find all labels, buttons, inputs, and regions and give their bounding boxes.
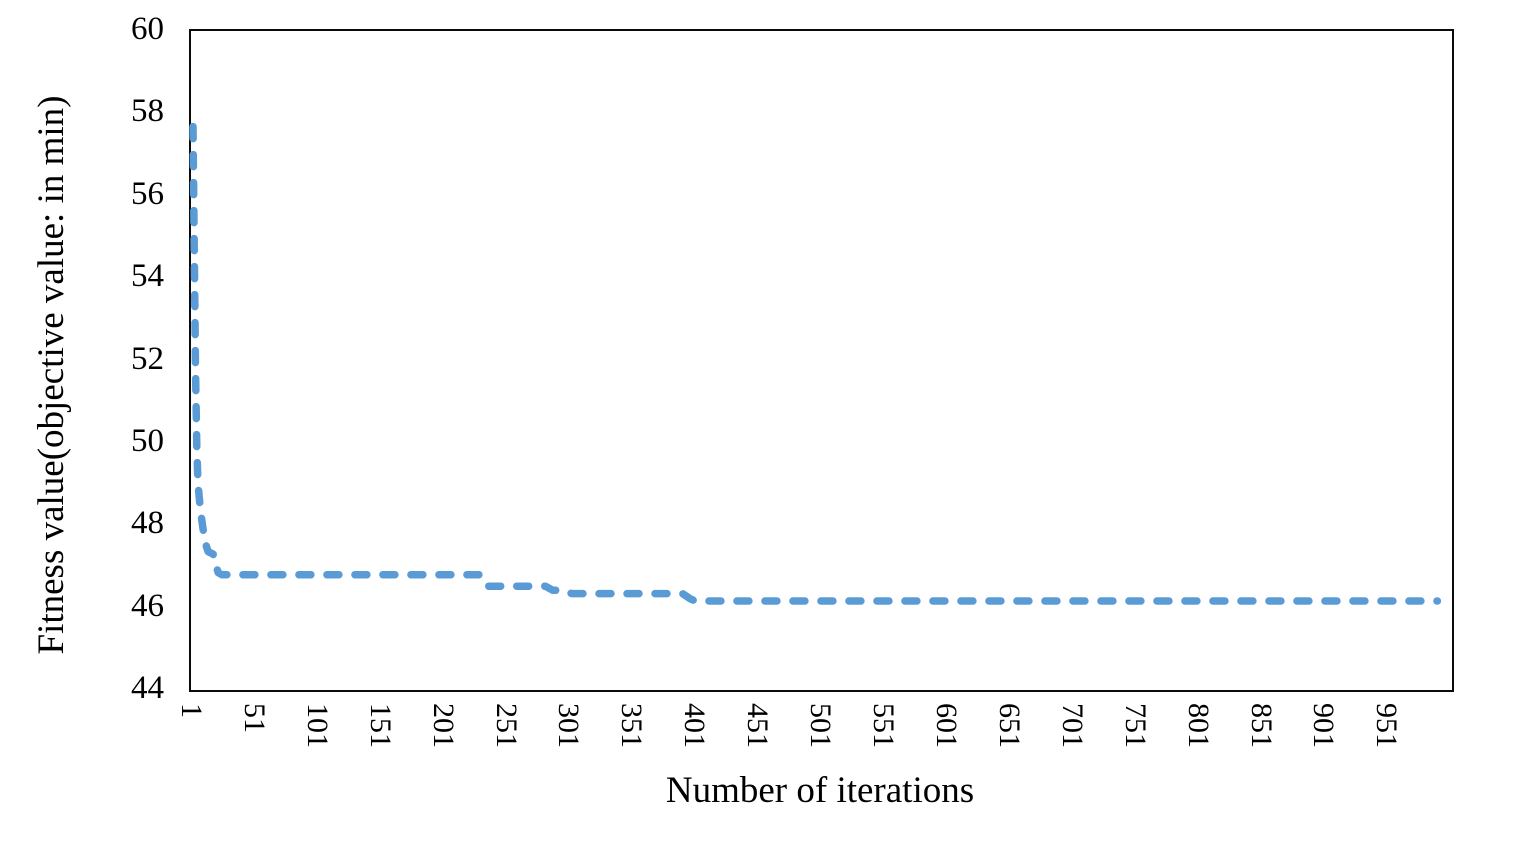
x-tick-label: 301 xyxy=(552,703,586,748)
x-tick-label: 501 xyxy=(804,703,838,748)
x-axis-title: Number of iterations xyxy=(665,770,975,811)
x-tick-label: 151 xyxy=(363,703,397,748)
x-tick-label: 101 xyxy=(300,703,334,748)
x-tick-label: 1 xyxy=(175,703,208,718)
y-tick-label: 46 xyxy=(131,587,164,624)
x-tick-label: 451 xyxy=(741,703,775,748)
x-tick-label: 651 xyxy=(992,703,1026,748)
x-tick-label: 201 xyxy=(426,703,460,748)
x-tick-label: 901 xyxy=(1307,703,1341,748)
x-tick-label: 851 xyxy=(1244,703,1278,748)
y-tick-label: 48 xyxy=(131,505,164,542)
plot-area xyxy=(189,29,1454,692)
y-tick-label: 54 xyxy=(131,258,164,295)
x-tick-label: 351 xyxy=(615,703,649,748)
x-tick-label: 801 xyxy=(1181,703,1215,748)
y-tick-label: 52 xyxy=(131,340,164,377)
x-tick-label: 701 xyxy=(1055,703,1089,748)
fitness-line-series xyxy=(189,122,1442,605)
y-tick-label: 60 xyxy=(131,11,164,47)
x-tick-label: 251 xyxy=(489,703,523,748)
x-tick-label: 51 xyxy=(237,703,271,733)
y-tick-label: 50 xyxy=(131,422,164,459)
y-axis-title: Fitness value(objective value: in min) xyxy=(31,95,72,655)
x-tick-label: 601 xyxy=(929,703,963,748)
x-tick-label: 951 xyxy=(1370,703,1404,748)
x-tick-label: 551 xyxy=(867,703,901,748)
y-tick-label: 44 xyxy=(131,670,164,706)
y-tick-label: 58 xyxy=(131,93,164,130)
y-tick-label: 56 xyxy=(131,175,164,212)
chart-svg xyxy=(189,122,1442,605)
x-tick-label: 751 xyxy=(1118,703,1152,748)
x-tick-label: 401 xyxy=(678,703,712,748)
